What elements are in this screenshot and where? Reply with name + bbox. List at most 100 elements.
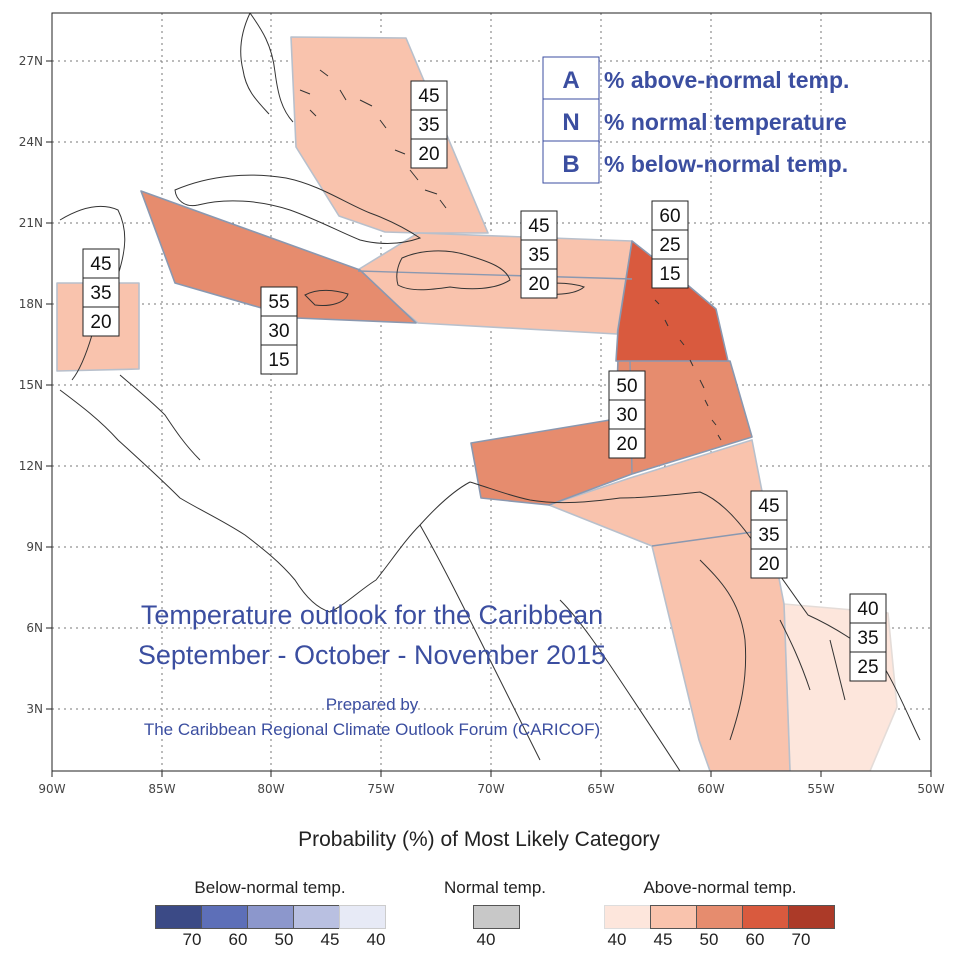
- swatch-above-40: [604, 905, 651, 929]
- prob-box-cuba-jamaica: 55 30 15: [260, 286, 298, 375]
- guiana-interior: [699, 559, 846, 741]
- prob-value-n: 35: [857, 628, 878, 649]
- prob-cell: [750, 519, 788, 550]
- prob-cell: [520, 239, 558, 270]
- label-above-60: 60: [745, 930, 765, 949]
- label-below-70: 70: [182, 930, 202, 949]
- region-bahamas[interactable]: [290, 36, 489, 234]
- prob-cell: [410, 80, 448, 111]
- prob-value-b: 20: [90, 312, 111, 333]
- prob-value-a: 45: [528, 216, 549, 237]
- lat-tick: 12N: [19, 459, 43, 473]
- prob-cell: [82, 306, 120, 337]
- prob-value-n: 35: [528, 245, 549, 266]
- lon-tick: 90W: [38, 782, 65, 796]
- prob-cell: [750, 548, 788, 579]
- prob-value-a: 45: [758, 496, 779, 517]
- prob-value-n: 30: [268, 321, 289, 342]
- lon-tick: 55W: [807, 782, 834, 796]
- map-title-line1: Temperature outlook for the Caribbean: [141, 600, 603, 630]
- prob-value-n: 35: [90, 283, 111, 304]
- prob-box-leeward-islands: 60 25 15: [651, 200, 689, 289]
- prob-box-guianas: 45 35 20: [750, 490, 788, 579]
- prob-box-french-guiana: 40 35 25: [849, 593, 887, 682]
- label-below-60: 60: [228, 930, 248, 949]
- lat-tick: 21N: [19, 216, 43, 230]
- prob-value-b: 20: [418, 144, 439, 165]
- prob-cell: [651, 229, 689, 260]
- lat-tick: 6N: [26, 621, 43, 635]
- prob-value-a: 55: [268, 292, 289, 313]
- prob-value-a: 40: [857, 599, 878, 620]
- lon-tick: 70W: [477, 782, 504, 796]
- cuba-coast: [174, 174, 422, 244]
- prob-value-b: 20: [528, 274, 549, 295]
- prob-box-hispaniola-puerto-rico: 45 35 20: [520, 210, 558, 299]
- lon-tick: 85W: [148, 782, 175, 796]
- label-normal-40: 40: [476, 930, 496, 949]
- prob-cell: [520, 210, 558, 241]
- label-above-45: 45: [653, 930, 673, 949]
- prepared-by: Prepared by: [326, 695, 419, 714]
- region-cuba-jamaica[interactable]: [140, 190, 417, 324]
- key-text-above: % above-normal temp.: [604, 67, 849, 93]
- prob-cell: [82, 248, 120, 279]
- prob-cell: [608, 428, 646, 459]
- swatch-below-50: [247, 905, 294, 929]
- prob-box-bahamas: 45 35 20: [410, 80, 448, 169]
- central-america-coast: [59, 374, 471, 613]
- florida-coast: [240, 13, 294, 123]
- prob-cell: [520, 268, 558, 299]
- swatch-above-50: [696, 905, 743, 929]
- prob-cell: [608, 370, 646, 401]
- jamaica-coast: [304, 289, 349, 306]
- prob-value-b: 15: [659, 264, 680, 285]
- label-above-50: 50: [699, 930, 719, 949]
- swatch-below-70: [155, 905, 202, 929]
- key-letter-normal: N: [562, 109, 579, 136]
- lat-tick: 24N: [19, 135, 43, 149]
- prob-cell: [651, 258, 689, 289]
- swatch-above-60: [742, 905, 789, 929]
- prob-cell: [849, 593, 887, 624]
- prob-value-a: 60: [659, 206, 680, 227]
- prob-box-windward-islands: 50 30 20: [608, 370, 646, 459]
- lat-tick: 15N: [19, 378, 43, 392]
- south-america-interior: [419, 524, 681, 771]
- longitude-labels: 90W 85W 80W 75W 70W 65W 60W 55W 50W: [38, 782, 944, 796]
- lon-tick: 50W: [917, 782, 944, 796]
- prob-cell: [608, 399, 646, 430]
- prob-cell: [260, 315, 298, 346]
- prob-cell: [849, 651, 887, 682]
- lon-tick: 75W: [367, 782, 394, 796]
- label-below-40: 40: [366, 930, 386, 949]
- key-text-below: % below-normal temp.: [604, 151, 848, 177]
- swatch-normal-40: [473, 905, 520, 929]
- prob-value-b: 15: [268, 350, 289, 371]
- label-below-45: 45: [320, 930, 340, 949]
- legend-title: Probability (%) of Most Likely Category: [298, 828, 660, 851]
- prob-value-n: 25: [659, 235, 680, 256]
- map-title-line2: September - October - November 2015: [138, 640, 606, 670]
- key-letter-above: A: [562, 67, 579, 94]
- prob-cell: [651, 200, 689, 231]
- bahamas-islands: [299, 69, 447, 209]
- swatch-above-70: [788, 905, 835, 929]
- swatch-below-45: [293, 905, 340, 929]
- prob-value-a: 50: [616, 376, 637, 397]
- legend-above-title: Above-normal temp.: [643, 878, 797, 897]
- prob-cell: [260, 344, 298, 375]
- label-below-50: 50: [274, 930, 294, 949]
- region-guianas[interactable]: [548, 439, 791, 771]
- label-above-40: 40: [607, 930, 627, 949]
- prob-cell: [260, 286, 298, 317]
- probability-boxes: 45 35 20 55 30 15 45 35 20 45 35 20 60 25 15 50 30 20 45 35…: [82, 80, 887, 682]
- lat-tick: 9N: [26, 540, 43, 554]
- prob-value-n: 30: [616, 405, 637, 426]
- prob-value-n: 35: [758, 525, 779, 546]
- swatch-below-60: [201, 905, 248, 929]
- lat-tick: 27N: [19, 54, 43, 68]
- key-text-normal: % normal temperature: [604, 109, 847, 135]
- prob-box-belize: 45 35 20: [82, 248, 120, 337]
